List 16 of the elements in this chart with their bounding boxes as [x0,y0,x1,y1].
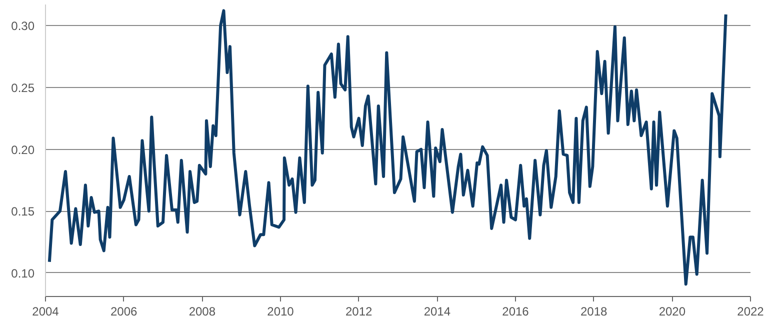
x-tick-label: 2014 [424,304,451,318]
y-tick-label: 0.25 [11,80,35,95]
x-tick-label: 2004 [32,304,60,318]
x-tick-label: 2008 [188,304,216,318]
x-tick-label: 2010 [267,304,294,318]
x-tick-label: 2020 [658,304,686,318]
y-tick-label: 0.10 [11,266,35,280]
x-tick-label: 2022 [737,304,764,318]
x-tick-label: 2012 [345,304,373,318]
line-series [48,9,728,286]
x-tick-label: 2016 [502,304,530,318]
y-tick-label: 0.20 [11,142,35,157]
y-tick-label: 0.15 [11,204,35,219]
y-tick-label: 0.30 [11,19,35,34]
x-tick-label: 2006 [110,304,138,318]
x-tick-label: 2018 [580,304,608,318]
